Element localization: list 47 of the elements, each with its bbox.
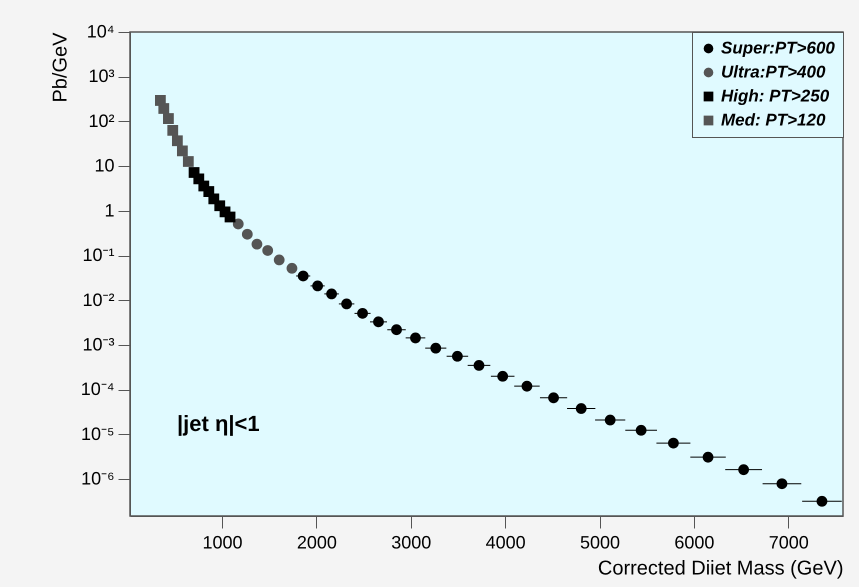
y-tick-label: 1 bbox=[104, 200, 114, 220]
point bbox=[326, 288, 337, 300]
point bbox=[252, 238, 262, 250]
legend-label: Super:PT>600 bbox=[721, 38, 836, 58]
x-tick-label: 6000 bbox=[674, 532, 714, 552]
point bbox=[497, 370, 508, 382]
point bbox=[163, 113, 174, 124]
y-tick-label: 10 bbox=[94, 156, 114, 176]
y-axis-title: Pb/GeV bbox=[50, 32, 72, 103]
point bbox=[341, 298, 352, 310]
y-tick-label: 10² bbox=[88, 110, 115, 131]
point bbox=[176, 145, 188, 156]
legend-label: Ultra:PT>400 bbox=[721, 62, 826, 82]
x-tick-label: 4000 bbox=[486, 532, 526, 552]
x-tick-label: 5000 bbox=[580, 532, 620, 552]
legend-label: High: PT>250 bbox=[721, 86, 830, 106]
point bbox=[242, 228, 253, 240]
y-tick-label: 10⁻⁶ bbox=[81, 468, 114, 489]
x-tick-label: 1000 bbox=[202, 532, 243, 552]
point bbox=[172, 135, 183, 146]
point bbox=[262, 245, 274, 256]
point bbox=[604, 414, 616, 426]
y-tick-label: 10⁻² bbox=[82, 290, 115, 310]
y-tick-label: 10⁻⁵ bbox=[81, 424, 114, 444]
x-tick-label: 2000 bbox=[296, 532, 337, 552]
y-tick-label: 10³ bbox=[88, 66, 115, 86]
point bbox=[576, 403, 587, 414]
point bbox=[410, 332, 421, 344]
point bbox=[232, 218, 244, 230]
point bbox=[182, 156, 194, 167]
point bbox=[298, 270, 309, 282]
point bbox=[224, 212, 236, 222]
point bbox=[167, 125, 178, 136]
point bbox=[286, 262, 298, 274]
y-tick-label: 10⁻³ bbox=[82, 334, 115, 355]
annotation: |jet η|<1 bbox=[177, 411, 260, 436]
legend-label: Med: PT>120 bbox=[721, 110, 826, 130]
point bbox=[158, 103, 170, 114]
y-tick-label: 10⁻⁴ bbox=[80, 379, 114, 400]
y-tick-label: 10⁴ bbox=[86, 22, 114, 42]
x-tick-label: 3000 bbox=[391, 532, 432, 552]
point bbox=[274, 254, 285, 266]
x-axis-title: Corrected Diiet Mass (GeV) bbox=[598, 558, 844, 580]
y-tick-label: 10⁻¹ bbox=[82, 245, 115, 266]
point bbox=[430, 342, 442, 354]
point bbox=[474, 360, 484, 371]
x-tick-label: 7000 bbox=[768, 532, 809, 552]
